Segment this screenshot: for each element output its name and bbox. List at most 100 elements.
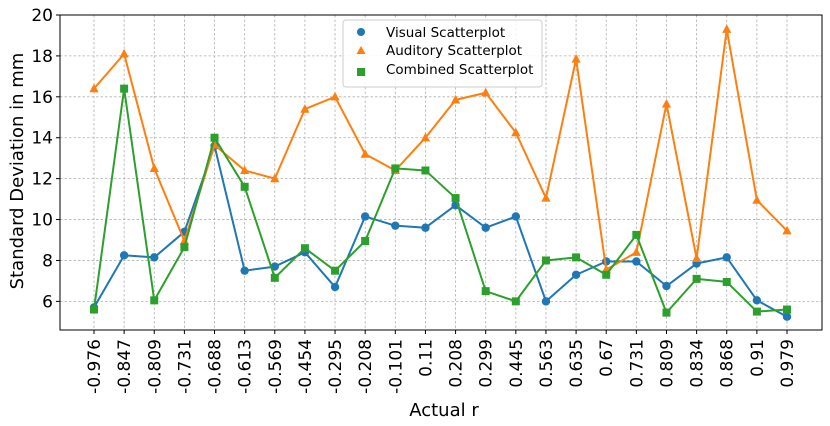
data-point bbox=[571, 53, 581, 63]
data-point bbox=[571, 270, 581, 279]
data-point bbox=[662, 308, 671, 317]
data-point bbox=[120, 84, 129, 93]
data-point bbox=[572, 253, 581, 262]
data-point bbox=[602, 270, 611, 279]
y-tick-label: 18 bbox=[31, 47, 53, 67]
data-point bbox=[722, 24, 732, 33]
x-tick-label: -0.295 bbox=[326, 339, 346, 394]
data-point bbox=[270, 173, 280, 183]
data-point bbox=[421, 223, 430, 232]
data-point bbox=[752, 296, 762, 305]
legend-box bbox=[342, 19, 543, 88]
x-tick-label: 0.208 bbox=[447, 339, 467, 388]
data-point bbox=[783, 305, 791, 314]
legend-marker-combined bbox=[357, 68, 365, 76]
data-point bbox=[150, 296, 159, 305]
y-tick-label: 6 bbox=[42, 292, 53, 312]
x-tick-label: 0.809 bbox=[657, 339, 677, 388]
data-point bbox=[722, 277, 731, 286]
data-point bbox=[631, 247, 641, 256]
x-tick-label: -0.101 bbox=[386, 339, 406, 394]
data-point bbox=[782, 225, 792, 235]
x-tick-label: -0.454 bbox=[296, 339, 316, 394]
data-point bbox=[240, 165, 250, 175]
x-tick-label: 0.979 bbox=[778, 339, 798, 388]
y-tick-label: 16 bbox=[31, 88, 53, 108]
y-axis-label: Standard Deviation in mm bbox=[7, 53, 28, 290]
data-point bbox=[481, 87, 491, 97]
x-tick-label: -0.613 bbox=[236, 339, 256, 394]
series-combined-scatterplot bbox=[90, 84, 791, 317]
data-point bbox=[541, 193, 551, 202]
series-line bbox=[93, 144, 788, 318]
x-tick-label: -0.731 bbox=[175, 339, 195, 394]
data-point bbox=[632, 230, 641, 239]
data-point bbox=[331, 266, 340, 275]
x-tick-label: 0.299 bbox=[477, 339, 497, 388]
data-point bbox=[361, 237, 370, 246]
data-point bbox=[89, 83, 99, 93]
data-point bbox=[421, 166, 430, 175]
series-line bbox=[93, 28, 788, 271]
x-tick-label: 0.67 bbox=[597, 339, 617, 377]
data-point bbox=[752, 195, 762, 204]
data-point bbox=[692, 253, 702, 263]
data-point bbox=[451, 194, 460, 203]
data-point bbox=[240, 182, 249, 191]
series-visual-scatterplot bbox=[89, 141, 792, 321]
data-point bbox=[511, 127, 521, 137]
data-point bbox=[632, 257, 641, 266]
data-point bbox=[300, 244, 309, 253]
series-layer bbox=[89, 24, 792, 321]
data-point bbox=[541, 256, 550, 265]
x-tick-label: 0.11 bbox=[416, 339, 436, 377]
x-tick-label: -0.976 bbox=[85, 339, 105, 394]
data-point bbox=[300, 104, 310, 113]
series-auditory-scatterplot bbox=[89, 24, 792, 274]
y-tick-label: 12 bbox=[31, 170, 53, 190]
y-tick-label: 10 bbox=[31, 211, 53, 231]
legend: Visual Scatterplot Auditory Scatterplot … bbox=[342, 19, 543, 88]
data-point bbox=[450, 94, 461, 104]
data-point bbox=[722, 253, 731, 262]
data-point bbox=[391, 164, 400, 173]
y-tick-label: 20 bbox=[31, 6, 53, 26]
x-tick-label: 0.91 bbox=[748, 339, 768, 377]
data-point bbox=[782, 312, 792, 321]
x-tick-label: 0.445 bbox=[507, 339, 527, 388]
data-point bbox=[330, 91, 340, 101]
x-tick-label: -0.688 bbox=[206, 339, 226, 394]
data-point bbox=[150, 253, 159, 262]
x-tick-label: 0.563 bbox=[537, 339, 557, 388]
data-point bbox=[149, 163, 159, 173]
x-tick-label: 0.731 bbox=[627, 339, 647, 388]
x-tick-label: 0.635 bbox=[567, 339, 587, 388]
y-axis: 6 8 10 12 14 16 18 20 bbox=[31, 6, 60, 312]
x-tick-label: -0.569 bbox=[266, 339, 286, 394]
data-point bbox=[330, 282, 340, 292]
y-tick-label: 8 bbox=[42, 251, 53, 271]
series-line bbox=[93, 87, 788, 314]
data-point bbox=[90, 305, 98, 314]
data-point bbox=[360, 149, 370, 158]
legend-label-visual: Visual Scatterplot bbox=[386, 25, 505, 41]
x-axis: -0.976 -0.847 -0.809 -0.731 -0.688 -0.613 -0.5… bbox=[85, 330, 798, 394]
data-point bbox=[270, 273, 279, 282]
x-tick-label: -0.847 bbox=[115, 339, 135, 394]
legend-label-auditory: Auditory Scatterplot bbox=[386, 43, 522, 59]
y-tick-label: 14 bbox=[31, 129, 53, 149]
x-tick-label: -0.809 bbox=[145, 339, 165, 394]
data-point bbox=[391, 221, 400, 230]
data-point bbox=[752, 307, 761, 316]
legend-marker-visual bbox=[357, 28, 365, 36]
data-point bbox=[240, 266, 249, 275]
data-point bbox=[662, 281, 671, 291]
data-point bbox=[481, 223, 490, 232]
x-axis-label: Actual r bbox=[409, 400, 479, 421]
plot-frame bbox=[59, 14, 823, 331]
data-point bbox=[210, 133, 219, 142]
data-point bbox=[180, 243, 189, 252]
data-point bbox=[511, 212, 521, 221]
data-point bbox=[119, 251, 129, 260]
